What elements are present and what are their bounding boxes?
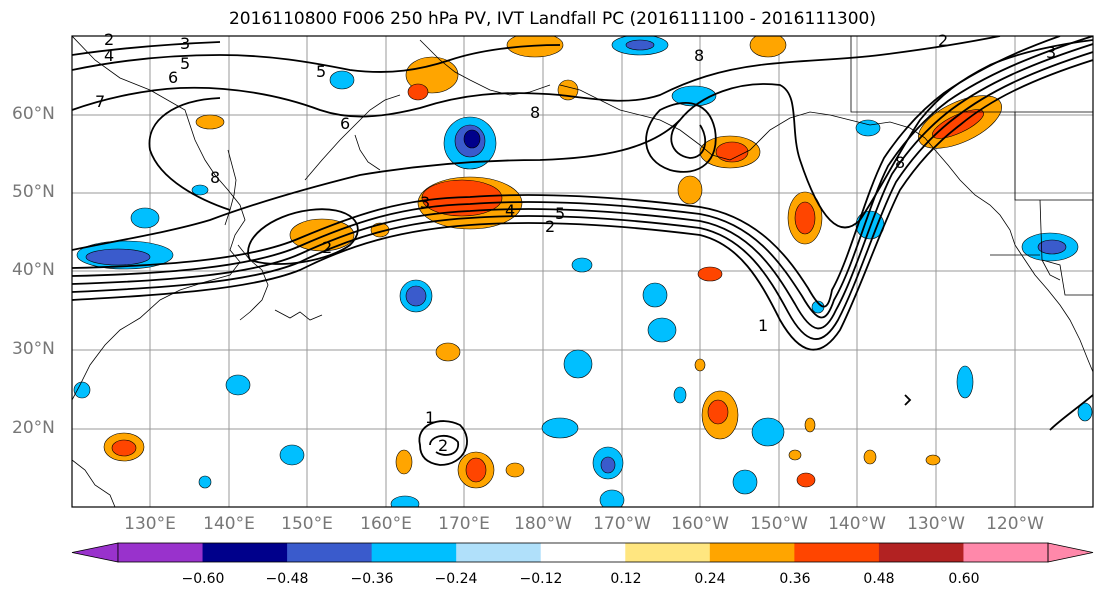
contour-label: 2 <box>438 436 449 455</box>
contour-label: 3 <box>180 34 191 53</box>
lon-label: 130°W <box>907 514 965 534</box>
lon-label: 170°E <box>438 514 490 534</box>
map-frame <box>71 35 1094 508</box>
lat-label: 20°N <box>12 418 55 438</box>
contour-label: 4 <box>505 201 516 220</box>
lon-label: 150°E <box>281 514 333 534</box>
colorbar-tick-label: −0.36 <box>350 571 394 587</box>
contour-label: 3 <box>420 193 431 212</box>
pv-shading <box>73 36 1093 507</box>
colorbar-outline <box>117 542 1049 563</box>
lon-label: 140°W <box>828 514 886 534</box>
colorbar-swatch <box>540 543 626 562</box>
lon-label: 170°W <box>593 514 651 534</box>
contour-label: 1 <box>425 408 436 427</box>
lon-label: 140°E <box>203 514 255 534</box>
colorbar-tick-label: 0.48 <box>863 571 895 587</box>
lon-label: 120°W <box>986 514 1044 534</box>
colorbar-tick-label: −0.60 <box>181 571 225 587</box>
map-title: 2016110800 F006 250 hPa PV, IVT Landfall… <box>228 9 876 29</box>
contour-label: 8 <box>210 168 221 187</box>
colorbar-swatch <box>963 543 1049 562</box>
lon-label: 150°W <box>750 514 808 534</box>
colorbar-tick-label: −0.48 <box>265 571 309 587</box>
lon-label: 180°W <box>514 514 572 534</box>
contour-label: 8 <box>530 103 541 122</box>
colorbar-tick-label: 0.24 <box>694 571 726 587</box>
colorbar-swatch <box>371 543 457 562</box>
contour-label: 2 <box>104 30 115 49</box>
lat-label: 30°N <box>12 339 55 359</box>
lat-label: 40°N <box>12 260 55 280</box>
contour-label: 5 <box>555 204 566 223</box>
lon-label: 130°E <box>124 514 176 534</box>
colorbar-swatch <box>878 543 964 562</box>
contour-label: 8 <box>895 153 906 172</box>
lat-label: 60°N <box>12 104 55 124</box>
colorbar-extend-min <box>71 542 119 563</box>
colorbar-swatch <box>709 543 795 562</box>
contour-label: 3 <box>1046 43 1057 62</box>
contour-label: 2 <box>545 217 556 236</box>
contour-label: 1 <box>758 316 769 335</box>
colorbar-tick-label: 0.36 <box>779 571 811 587</box>
colorbar-tick-label: 0.12 <box>610 571 642 587</box>
colorbar-tick-label: −0.12 <box>519 571 563 587</box>
lat-label: 50°N <box>12 182 55 202</box>
contour-label: 5 <box>316 62 327 81</box>
contour-label: 2 <box>938 31 949 50</box>
colorbar-tick-label: 0.60 <box>948 571 980 587</box>
contour-label: 2 <box>322 238 333 257</box>
contour-label: 7 <box>95 92 106 111</box>
contour-label: 8 <box>694 46 705 65</box>
colorbar-swatch <box>456 543 542 562</box>
contour-label: 6 <box>168 68 179 87</box>
colorbar-swatch <box>625 543 711 562</box>
contour-label: 4 <box>104 46 115 65</box>
colorbar-swatch <box>287 543 373 562</box>
colorbar-swatch <box>794 543 880 562</box>
contour-label: 5 <box>180 54 191 73</box>
contour-label: 6 <box>340 114 351 133</box>
colorbar-swatch <box>118 543 204 562</box>
lon-label: 160°W <box>671 514 729 534</box>
colorbar-tick-label: −0.24 <box>434 571 478 587</box>
pv-contours <box>72 36 1093 466</box>
lon-label: 160°E <box>360 514 412 534</box>
colorbar-extend-max <box>1047 542 1094 563</box>
colorbar <box>71 542 1094 563</box>
colorbar-swatch <box>202 543 288 562</box>
